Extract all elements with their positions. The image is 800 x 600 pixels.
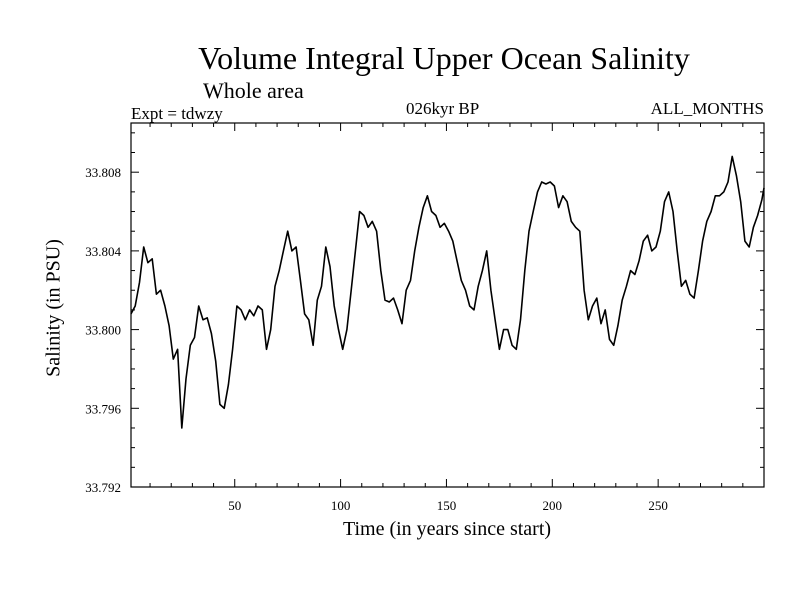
months-label: ALL_MONTHS bbox=[650, 99, 764, 118]
y-axis-label: Salinity (in PSU) bbox=[42, 239, 65, 377]
y-tick-label: 33.800 bbox=[85, 323, 121, 338]
x-tick-label: 100 bbox=[331, 498, 351, 513]
experiment-label: Expt = tdwzy bbox=[131, 104, 223, 123]
x-tick-label: 150 bbox=[437, 498, 457, 513]
x-tick-label: 250 bbox=[648, 498, 668, 513]
axis-ticks bbox=[131, 123, 764, 488]
tick-labels: 50 100 150 200 250 33.792 33.796 33.800 33.804 33… bbox=[85, 165, 668, 513]
y-tick-label: 33.808 bbox=[85, 165, 121, 180]
y-tick-label: 33.796 bbox=[85, 401, 121, 416]
x-tick-label: 50 bbox=[228, 498, 241, 513]
x-axis-label: Time (in years since start) bbox=[342, 518, 552, 540]
y-tick-label: 33.792 bbox=[85, 480, 121, 495]
x-tick-label: 200 bbox=[543, 498, 563, 513]
salinity-series-line bbox=[130, 155, 765, 429]
y-tick-label: 33.804 bbox=[85, 244, 121, 259]
chart-subtitle: Whole area bbox=[203, 78, 304, 103]
plot-frame bbox=[130, 122, 765, 488]
period-label: 026kyr BP bbox=[406, 99, 480, 118]
chart-title: Volume Integral Upper Ocean Salinity bbox=[198, 40, 690, 76]
